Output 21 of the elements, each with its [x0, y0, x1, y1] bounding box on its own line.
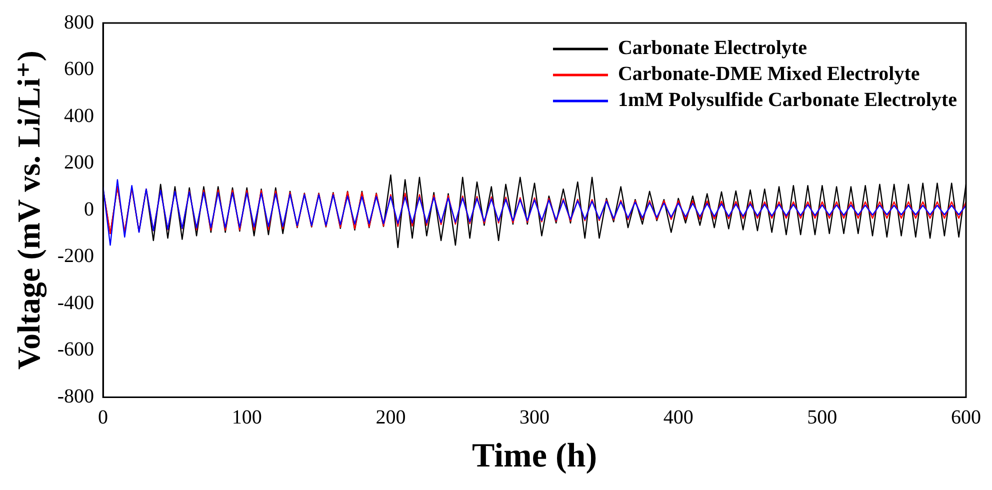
- x-tick-label: 200: [376, 406, 406, 428]
- y-tick-label: 400: [64, 104, 94, 127]
- x-axis-title: Time (h): [472, 437, 598, 474]
- x-tick-label: 600: [951, 406, 981, 428]
- y-tick-label: -600: [57, 338, 94, 361]
- legend-label: Carbonate Electrolyte: [618, 37, 808, 60]
- x-tick-label: 300: [520, 406, 550, 428]
- y-tick-label: -800: [57, 385, 94, 408]
- y-axis-title: Voltage (mV vs. Li/Li⁺): [10, 50, 48, 370]
- y-tick-label: 0: [84, 198, 94, 220]
- legend-label: 1mM Polysulfide Carbonate Electrolyte: [618, 89, 958, 112]
- y-tick-label: -200: [57, 245, 94, 268]
- y-tick-label: 200: [64, 152, 94, 174]
- y-tick-label: 600: [64, 58, 94, 80]
- y-tick-label: -400: [57, 292, 94, 314]
- x-tick-label: 500: [807, 406, 838, 428]
- legend-label: Carbonate-DME Mixed Electrolyte: [618, 63, 920, 86]
- y-tick-label: 800: [64, 11, 94, 34]
- x-tick-label: 100: [232, 406, 262, 428]
- x-tick-label: 0: [98, 406, 108, 428]
- x-tick-label: 400: [663, 406, 694, 428]
